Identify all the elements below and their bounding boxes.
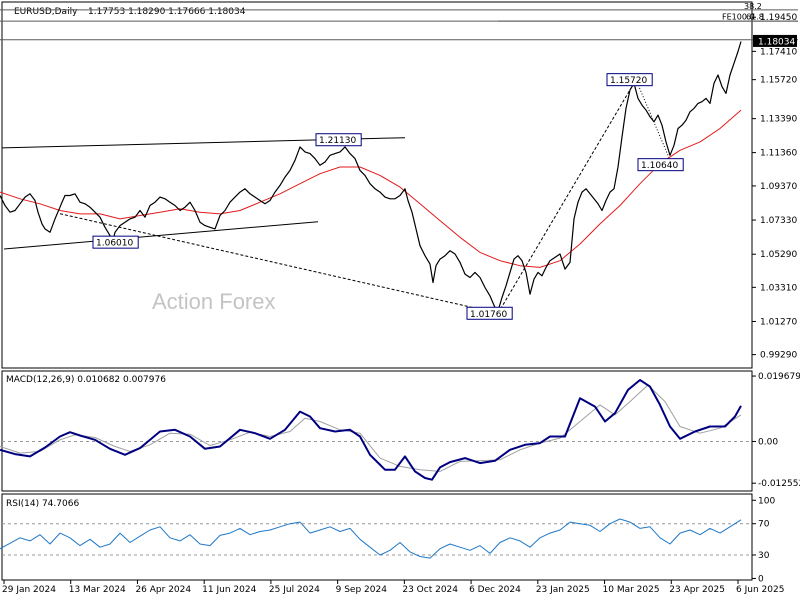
price-tick-label-5: 1.09370: [760, 182, 797, 192]
time-tick-label-2: 26 Apr 2024: [135, 585, 191, 595]
rsi-line: [0, 518, 742, 559]
rsi-panel[interactable]: RSI(14) 74.7066 100 70 30 0: [0, 493, 775, 584]
rsi-tick-label-1: 70: [758, 520, 770, 530]
rsi-tick-label-3: 0: [758, 574, 764, 584]
macd-axis: 0.019679 0.00 -0.012552: [752, 372, 800, 489]
annotation-label-2: 1.01760: [470, 310, 507, 320]
annotation-box-2: [466, 306, 513, 320]
trendline-3: [497, 79, 637, 314]
time-tick-label-3: 11 Jun 2024: [202, 585, 256, 595]
price-tick-label-4: 1.11360: [760, 149, 797, 159]
time-tick-label-7: 6 Dec 2024: [469, 585, 521, 595]
time-tick-label-1: 13 Mar 2024: [69, 585, 126, 595]
time-axis: 29 Jan 2024 13 Mar 2024 26 Apr 2024 11 Jun …: [2, 580, 784, 595]
time-tick-label-6: 23 Oct 2024: [402, 585, 458, 595]
price-tick-label-0: 1.19450: [760, 13, 797, 23]
macd-tick-label-2: -0.012552: [758, 479, 800, 489]
price-marks: 1.06010 1.21130 1.01760 1.15720 1.10640 38.2 F…: [0, 2, 798, 320]
price-tick-label-10: 0.99290: [760, 351, 797, 361]
price-line: [0, 41, 742, 312]
fib-label-5: 38.2: [744, 2, 762, 11]
price-tick-label-6: 1.07330: [760, 216, 797, 226]
annotation-box-3: [606, 73, 653, 87]
rsi-tick-label-2: 30: [758, 551, 770, 561]
macd-line: [0, 379, 742, 481]
annotation-box-0: [92, 235, 139, 249]
time-tick-label-9: 10 Mar 2025: [603, 585, 660, 595]
current-price-label: 1.18034: [758, 37, 795, 47]
watermark-text: Action Forex: [152, 289, 276, 314]
annotation-box-4: [637, 158, 684, 172]
macd-title: MACD(12,26,9) 0.010682 0.007976: [6, 375, 166, 385]
annotation-label-0: 1.06010: [96, 239, 133, 249]
time-tick-label-0: 29 Jan 2024: [2, 585, 56, 595]
price-tick-label-2: 1.15720: [760, 76, 797, 86]
time-tick-label-5: 9 Sep 2024: [336, 585, 388, 595]
annotation-label-4: 1.10640: [641, 161, 678, 171]
price-tick-label-9: 1.01270: [760, 317, 797, 327]
current-price-tag: [753, 34, 797, 47]
rsi-title: RSI(14) 74.7066: [6, 499, 79, 509]
time-tick-label-10: 23 Apr 2025: [669, 585, 725, 595]
price-panel[interactable]: EURUSD,Daily 1.17753 1.18290 1.17666 1.1…: [0, 1, 798, 369]
annotation-label-3: 1.15720: [610, 76, 647, 86]
price-panel-frame: [1, 1, 753, 369]
macd-tick-label-1: 0.00: [758, 437, 778, 447]
price-tick-label-8: 1.03310: [760, 283, 797, 293]
price-tick-label-3: 1.13390: [760, 115, 797, 125]
fib-label-6: FE100.0: [722, 13, 755, 22]
time-tick-label-8: 23 Jan 2025: [536, 585, 590, 595]
macd-panel-frame: [1, 370, 753, 492]
ohlc-readout: 1.17753 1.18290 1.17666 1.18034: [88, 7, 246, 17]
price-tick-label-7: 1.05290: [760, 250, 797, 260]
price-axis: 1.19450 1.17410 1.15720 1.13390 1.11360 1.093…: [752, 13, 797, 361]
price-tick-label-1: 1.17410: [760, 47, 797, 57]
rsi-tick-label-0: 100: [758, 496, 775, 506]
rsi-axis: 100 70 30 0: [752, 496, 775, 584]
trendline-4: [635, 79, 673, 165]
rsi-marks: [0, 518, 752, 559]
moving-average-line: [0, 109, 742, 268]
symbol-label: EURUSD,Daily: [14, 7, 78, 17]
macd-tick-label-0: 0.019679: [758, 372, 800, 382]
annotation-label-1: 1.21130: [319, 136, 356, 146]
time-tick-label-11: 6 Jun 2025: [736, 585, 784, 595]
annotation-box-1: [315, 133, 362, 147]
time-tick-label-4: 25 Jul 2024: [269, 585, 320, 595]
rsi-panel-frame: [1, 493, 753, 581]
macd-signal-line: [0, 384, 742, 472]
macd-panel[interactable]: MACD(12,26,9) 0.010682 0.007976 0.019679…: [0, 370, 800, 492]
trendline-1: [3, 221, 319, 250]
macd-marks: [0, 379, 752, 481]
